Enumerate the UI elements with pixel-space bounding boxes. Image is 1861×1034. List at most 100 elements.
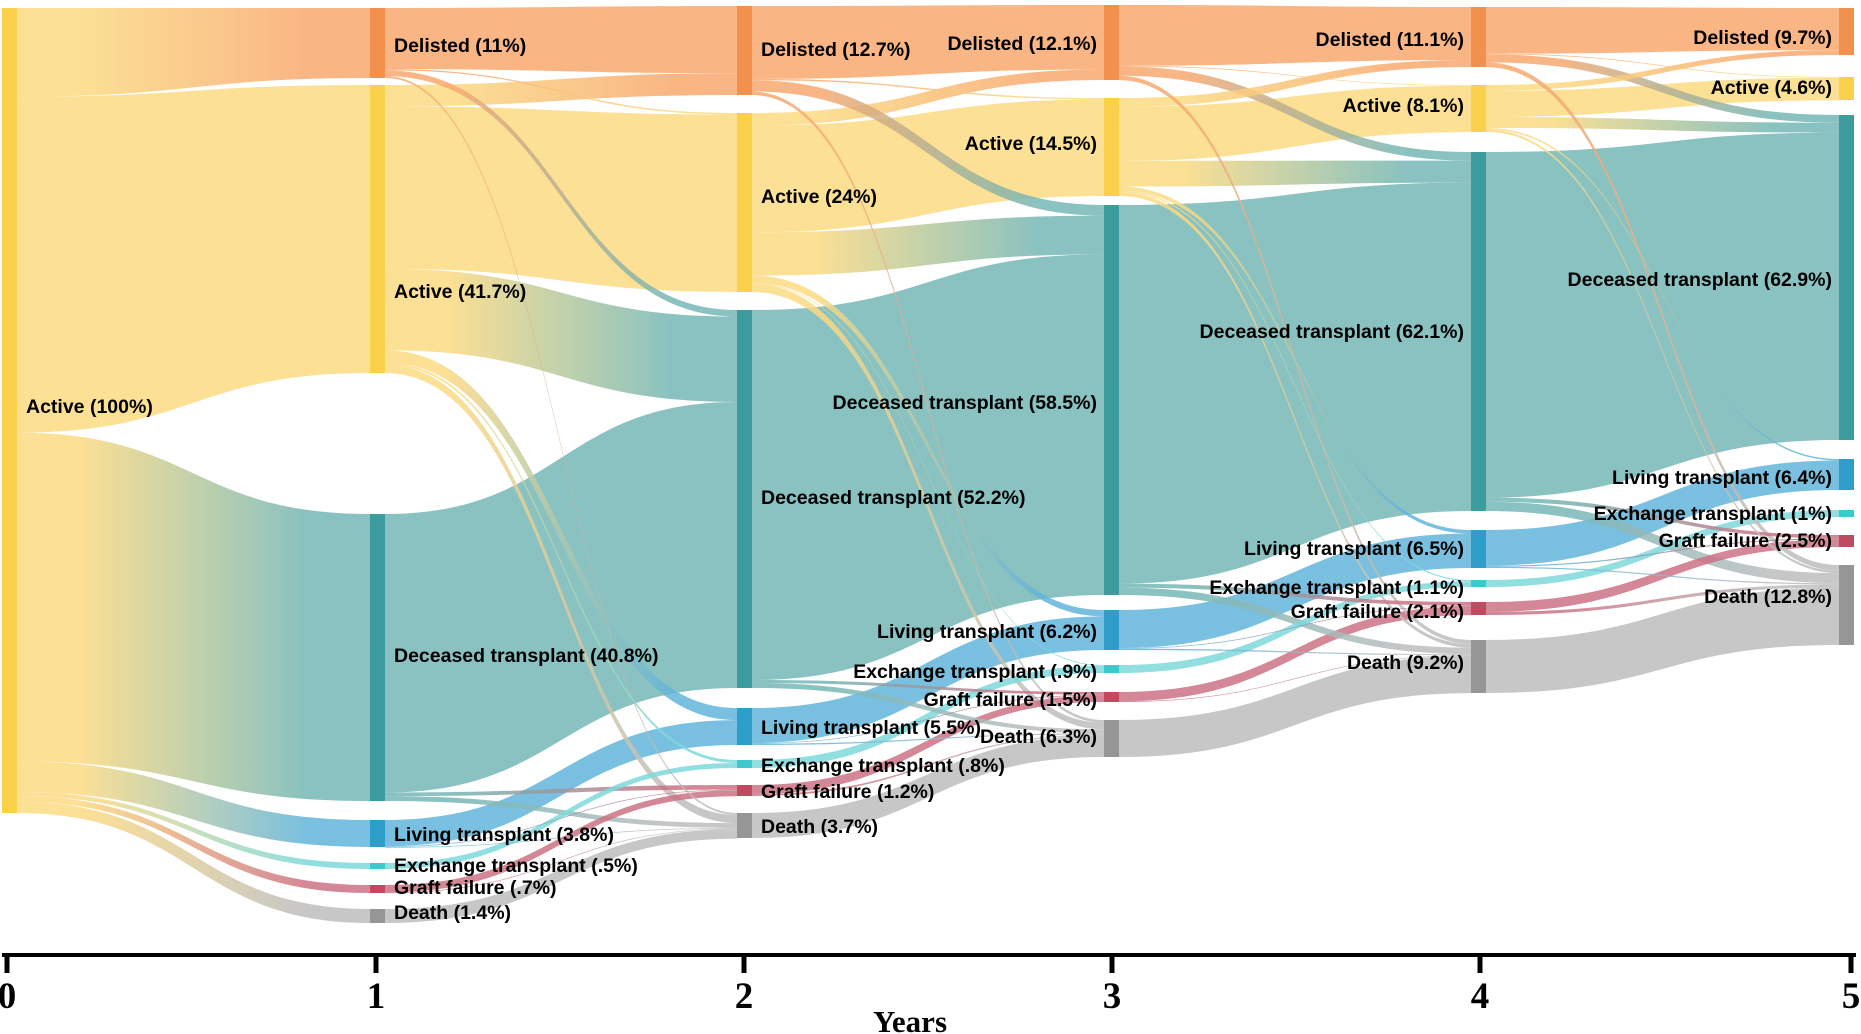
node-label-active-year1: Active (41.7%) [394,281,526,303]
node-delisted-year1 [370,8,385,78]
node-label-delisted-year3: Delisted (12.1%) [947,33,1097,55]
node-living-year5 [1839,459,1854,490]
node-deceased-year5 [1839,115,1854,440]
x-axis-title: Years [873,1004,947,1034]
flow-active-to-deceased-year3-4 [1119,160,1471,187]
node-exchange-year5 [1839,510,1854,517]
flow-active-to-living-year0-1 [17,761,370,847]
node-active-year3 [1104,98,1119,196]
flow-living-to-living-year4-5 [1486,460,1839,566]
flow-delisted-to-deceased-year2-3 [752,80,1104,216]
flow-graft-to-graft-year1-2 [385,790,737,893]
flow-delisted-to-delisted-year1-2 [385,6,737,74]
node-label-exchange-year3: Exchange transplant (.9%) [853,661,1097,683]
flow-delisted-to-death-year4-5 [1486,62,1839,571]
flow-deceased-to-graft-year4-5 [1486,497,1839,539]
flow-active-to-death-year1-2 [385,364,737,824]
flow-active-to-living-year2-3 [752,275,1104,617]
node-exchange-year1 [370,863,385,869]
node-label-death-year1: Death (1.4%) [394,902,511,924]
flow-death-to-death-year2-3 [752,735,1104,838]
flow-living-to-death-year2-3 [752,733,1104,746]
node-delisted-year2 [737,6,752,95]
node-living-year3 [1104,610,1119,650]
x-axis-tick-label-5: 5 [1842,976,1861,1017]
node-label-delisted-year5: Delisted (9.7%) [1693,27,1832,49]
flow-active-to-delisted-year4-5 [1486,50,1839,91]
flow-deceased-to-death-year1-2 [385,796,737,828]
flow-delisted-to-delisted-year3-4 [1119,5,1471,66]
node-death-year1 [370,909,385,923]
x-axis-tick-label-1: 1 [367,976,386,1017]
node-graft-year1 [370,885,385,893]
node-label-deceased-year3: Deceased transplant (58.5%) [833,392,1097,414]
node-deceased-year3 [1104,205,1119,595]
flow-active-to-living-year3-4 [1119,186,1471,534]
flow-living-to-living-year2-3 [752,616,1104,743]
node-label-active-year5: Active (4.6%) [1711,77,1832,99]
flow-active-to-active-year3-4 [1119,85,1471,161]
flow-delisted-to-active-year3-4 [1119,65,1471,86]
flow-active-to-death-year4-5 [1486,129,1839,574]
flow-deceased-to-deceased-year3-4 [1119,182,1471,584]
node-label-graft-year3: Graft failure (1.5%) [924,689,1097,711]
x-axis-tick-label-2: 2 [735,976,754,1017]
node-active-year1 [370,85,385,373]
flow-living-to-graft-year2-3 [752,694,1104,744]
node-deceased-year4 [1471,152,1486,511]
node-label-deceased-year5: Deceased transplant (62.9%) [1568,269,1832,291]
node-label-living-year4: Living transplant (6.5%) [1244,538,1464,560]
flow-exchange-to-exchange-year2-3 [752,665,1104,768]
flow-delisted-to-death-year1-2 [385,76,737,816]
flow-active-to-deceased-year2-3 [752,215,1104,276]
node-delisted-year4 [1471,7,1486,67]
node-label-delisted-year2: Delisted (12.7%) [761,39,911,61]
flow-deceased-to-death-year3-4 [1119,587,1471,655]
node-exchange-year4 [1471,580,1486,587]
x-axis-tick-label-3: 3 [1103,976,1122,1017]
flow-delisted-to-deceased-year1-2 [385,70,737,317]
flow-active-to-death-year2-3 [752,283,1104,730]
node-death-year3 [1104,720,1119,757]
node-death-year5 [1839,565,1854,645]
flow-exchange-to-exchange-year1-2 [385,763,737,869]
flow-living-to-graft-year1-2 [385,789,737,847]
flow-delisted-to-deceased-year4-5 [1486,54,1839,123]
node-label-graft-year5: Graft failure (2.5%) [1659,530,1832,552]
flow-death-to-death-year1-2 [385,829,737,923]
flow-delisted-to-delisted-year4-5 [1486,7,1839,54]
flow-delisted-to-delisted-year2-3 [752,5,1104,79]
flow-active-to-graft-year0-1 [17,796,370,893]
flow-active-to-active-year1-2 [385,106,737,293]
node-active-year2 [737,113,752,292]
node-label-exchange-year1: Exchange transplant (.5%) [394,855,638,877]
node-label-living-year1: Living transplant (3.8%) [394,824,614,846]
node-label-active-year2: Active (24%) [761,186,877,208]
flow-delisted-to-death-year2-3 [752,91,1104,723]
flow-living-to-graft-year4-5 [1486,538,1839,567]
flow-graft-to-death-year2-3 [752,734,1104,796]
node-exchange-year2 [737,760,752,768]
flow-living-to-living-year3-4 [1119,533,1471,649]
node-living-year2 [737,708,752,745]
flow-delisted-to-active-year4-5 [1486,53,1839,78]
node-label-active-year3: Active (14.5%) [965,133,1097,155]
node-label-death-year2: Death (3.7%) [761,816,878,838]
node-label-death-year4: Death (9.2%) [1347,652,1464,674]
node-label-deceased-year1: Deceased transplant (40.8%) [394,645,658,667]
flow-living-to-living-year1-2 [385,720,737,847]
node-label-exchange-year4: Exchange transplant (1.1%) [1209,577,1464,599]
node-label-delisted-year1: Delisted (11%) [394,35,526,57]
flow-living-to-death-year4-5 [1486,566,1839,585]
flow-active-to-delisted-year1-2 [385,73,737,107]
node-deceased-year1 [370,514,385,801]
node-label-exchange-year2: Exchange transplant (.8%) [761,755,1005,777]
node-label-deceased-year2: Deceased transplant (52.2%) [761,487,1025,509]
node-living-year4 [1471,530,1486,568]
node-active-year0 [2,8,17,813]
flow-living-to-graft-year3-4 [1119,605,1471,649]
node-label-graft-year4: Graft failure (2.1%) [1291,601,1464,623]
flow-delisted-to-active-year1-2 [385,69,737,115]
flow-exchange-to-exchange-year4-5 [1486,510,1839,587]
node-death-year4 [1471,640,1486,693]
